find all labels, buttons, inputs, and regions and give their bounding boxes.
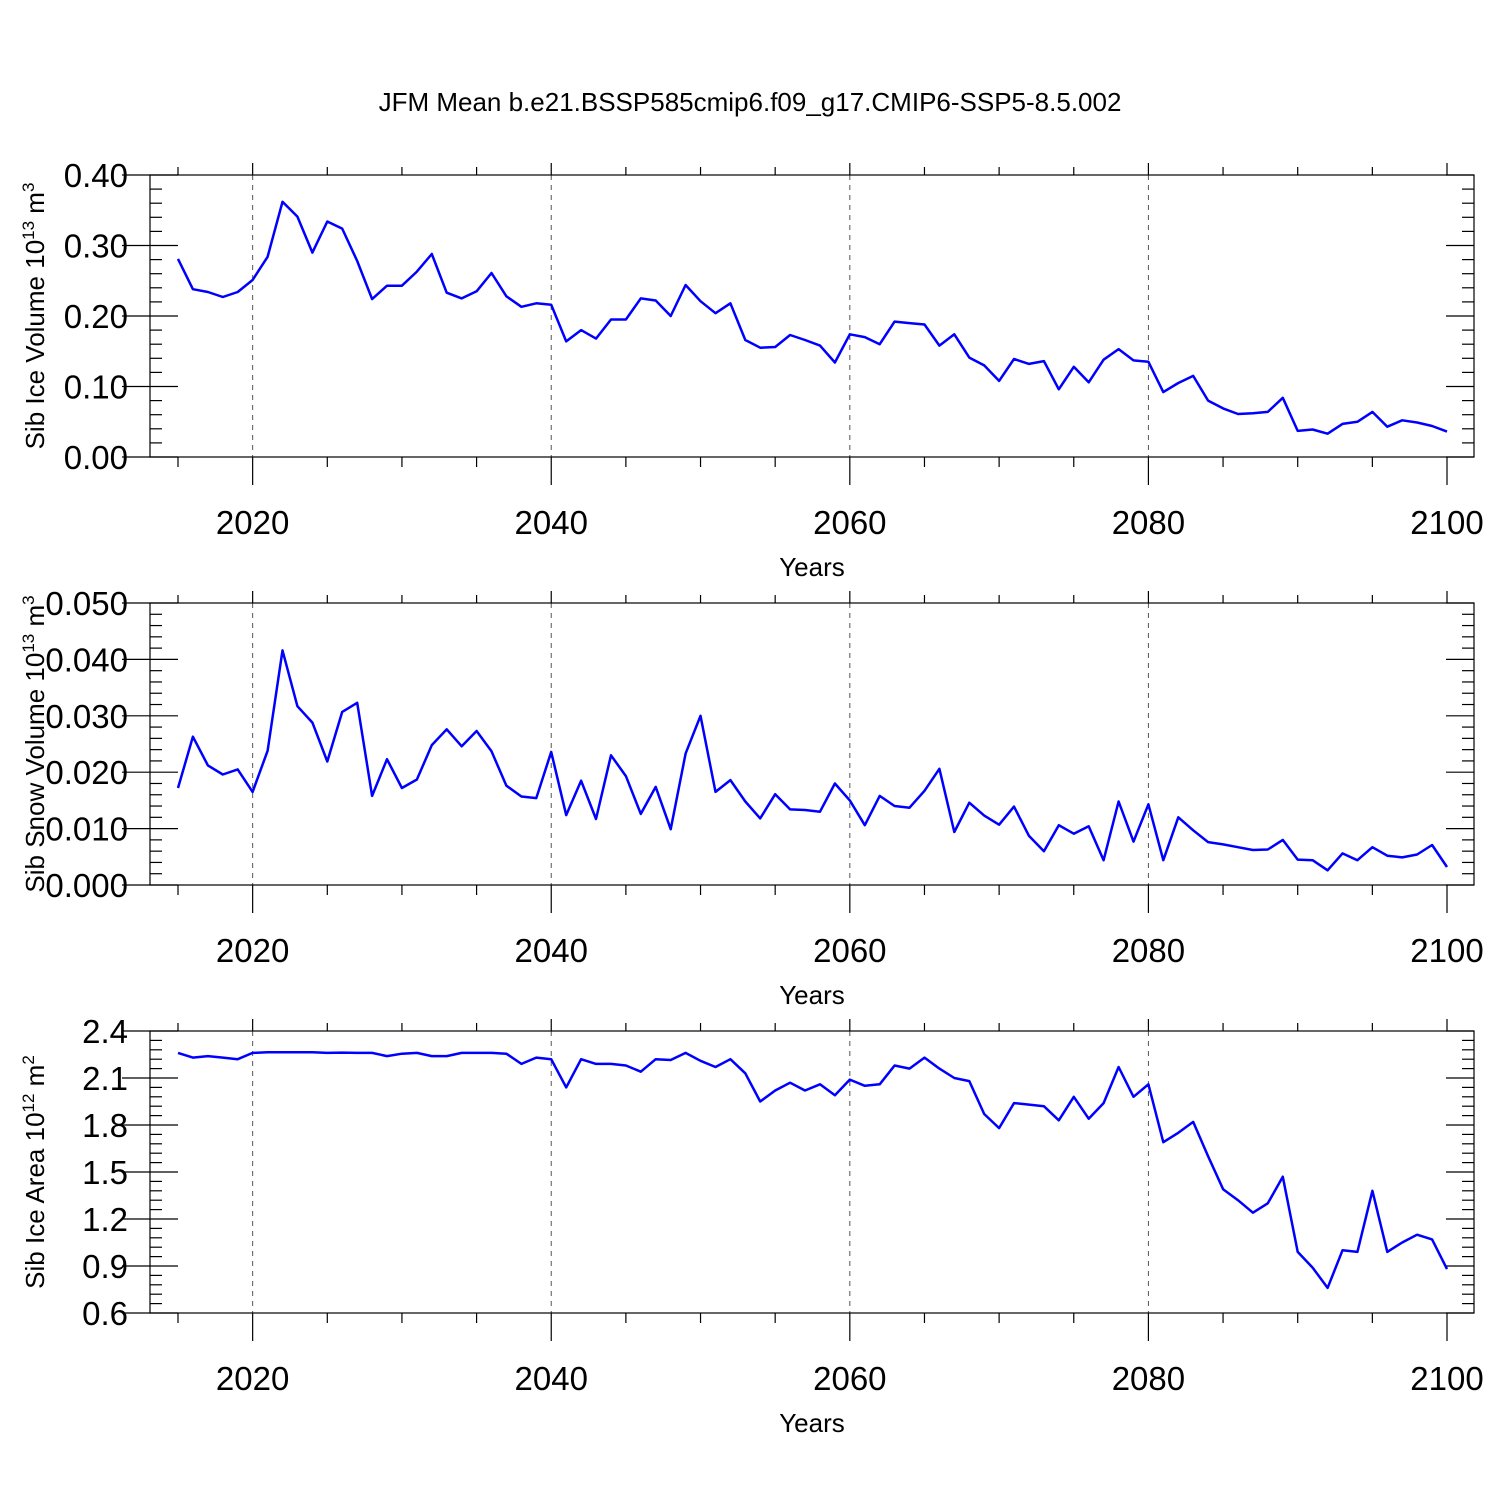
y-tick-label: 0.030 [45, 698, 128, 735]
x-axis-title: Years [779, 980, 845, 1010]
series-line-ice-volume [176, 200, 1448, 435]
y-tick-label: 2.4 [82, 1013, 128, 1050]
plot-frame [149, 602, 1475, 886]
chart-panels: 2020 2040 2060 2080 2100 0.00 0.10 0.20 0.30 0.40… [19, 157, 1484, 1438]
x-tick-label: 2080 [1112, 504, 1185, 541]
x-tick-label: 2100 [1410, 504, 1483, 541]
x-tick-label: 2020 [216, 932, 289, 969]
y-axis-title: Sib Ice Volume 1013 m3 [19, 183, 50, 450]
x-tick-label: 2040 [515, 932, 588, 969]
y-tick-label: 1.8 [82, 1107, 128, 1144]
x-tick-label: 2100 [1410, 932, 1483, 969]
panel-ice-area: 2020 2040 2060 2080 2100 0.6 0.9 1.2 1.5 1.8 2.1 2.… [19, 1013, 1484, 1438]
x-tick-label: 2080 [1112, 1360, 1185, 1397]
x-axis-title: Years [779, 552, 845, 582]
panel-ice-volume: 2020 2040 2060 2080 2100 0.00 0.10 0.20 0.30 0.40… [19, 157, 1484, 582]
x-tick-label: 2060 [813, 1360, 886, 1397]
y-tick-label: 1.5 [82, 1154, 128, 1191]
panel-snow-volume: 2020 2040 2060 2080 2100 0.000 0.010 0.020 0.030… [19, 585, 1484, 1010]
y-tick-label: 0.040 [45, 641, 128, 678]
y-tick-label: 0.020 [45, 754, 128, 791]
y-tick-label: 2.1 [82, 1060, 128, 1097]
x-tick-label: 2060 [813, 932, 886, 969]
y-tick-label: 1.2 [82, 1201, 128, 1238]
y-tick-label: 0.40 [64, 157, 128, 194]
x-tick-label: 2080 [1112, 932, 1185, 969]
plot-frame [149, 174, 1475, 458]
plot-frame [149, 1030, 1475, 1314]
chart-title: JFM Mean b.e21.BSSP585cmip6.f09_g17.CMIP… [379, 87, 1122, 117]
x-tick-label: 2060 [813, 504, 886, 541]
y-tick-label: 0.010 [45, 811, 128, 848]
x-axis-title: Years [779, 1408, 845, 1438]
x-tick-label: 2100 [1410, 1360, 1483, 1397]
x-tick-label: 2040 [515, 504, 588, 541]
y-tick-label: 0.9 [82, 1248, 128, 1285]
y-tick-label: 0.10 [64, 369, 128, 406]
y-tick-label: 0.00 [64, 439, 128, 476]
y-axis-title: Sib Snow Volume 1013 m3 [19, 595, 50, 892]
x-tick-label: 2020 [216, 1360, 289, 1397]
y-tick-label: 0.20 [64, 298, 128, 335]
y-tick-label: 0.30 [64, 228, 128, 265]
y-tick-label: 0.6 [82, 1295, 128, 1332]
series-line-ice-area [177, 1050, 1449, 1290]
y-tick-label: 0.000 [45, 867, 128, 904]
y-axis-title: Sib Ice Area 1012 m2 [19, 1055, 50, 1289]
x-tick-label: 2040 [515, 1360, 588, 1397]
series-line-snow-volume [176, 649, 1449, 872]
y-tick-label: 0.050 [45, 585, 128, 622]
x-tick-label: 2020 [216, 504, 289, 541]
